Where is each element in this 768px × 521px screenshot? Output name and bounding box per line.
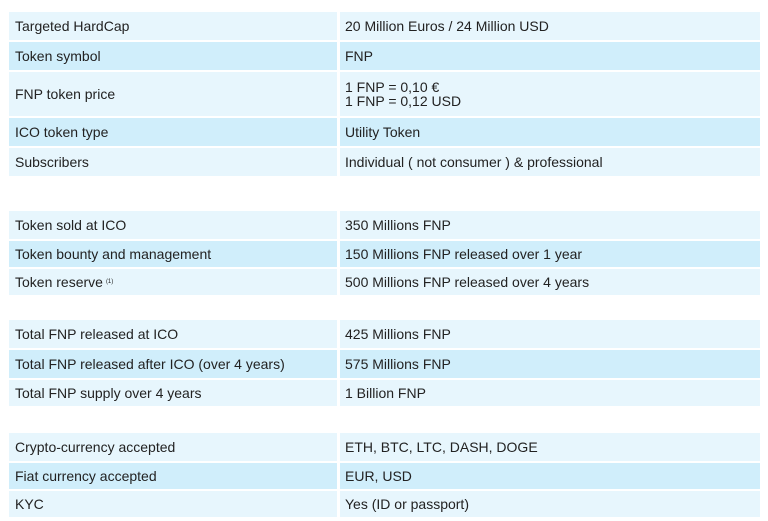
row-value: 1 Billion FNP — [340, 380, 760, 406]
row-label: Token symbol — [9, 42, 337, 70]
row-value: 500 Millions FNP released over 4 years — [340, 269, 760, 295]
row-label: Total FNP released after ICO (over 4 yea… — [9, 350, 337, 378]
table-row: Token symbol FNP — [9, 42, 760, 70]
row-label: Targeted HardCap — [9, 12, 337, 40]
table-row: Subscribers Individual ( not consumer ) … — [9, 148, 760, 176]
row-label: Total FNP supply over 4 years — [9, 380, 337, 406]
row-label: Subscribers — [9, 148, 337, 176]
table-row: KYC Yes (ID or passport) — [9, 491, 760, 517]
table-row: ICO token type Utility Token — [9, 118, 760, 146]
row-value: Utility Token — [340, 118, 760, 146]
footnote-marker: (1) — [105, 278, 114, 285]
table-row: Total FNP released after ICO (over 4 yea… — [9, 350, 760, 378]
price-line-eur: 1 FNP = 0,10 € — [345, 79, 440, 95]
price-line-usd: 1 FNP = 0,12 USD — [345, 93, 462, 109]
row-label: ICO token type — [9, 118, 337, 146]
row-value: 425 Millions FNP — [340, 320, 760, 348]
table-row: Fiat currency accepted EUR, USD — [9, 463, 760, 489]
row-label: KYC — [9, 491, 337, 517]
table-row: Token sold at ICO 350 Millions FNP — [9, 211, 760, 239]
row-value: Yes (ID or passport) — [340, 491, 760, 517]
row-label: FNP token price — [9, 72, 337, 116]
row-label: Token sold at ICO — [9, 211, 337, 239]
row-value: Individual ( not consumer ) & profession… — [340, 148, 760, 176]
row-label: Crypto-currency accepted — [9, 433, 337, 461]
table-row: Total FNP supply over 4 years 1 Billion … — [9, 380, 760, 406]
table-row: Token bounty and management 150 Millions… — [9, 241, 760, 267]
table-row: FNP token price 1 FNP = 0,10 € 1 FNP = 0… — [9, 72, 760, 116]
row-value: EUR, USD — [340, 463, 760, 489]
row-value: FNP — [340, 42, 760, 70]
row-value: 150 Millions FNP released over 1 year — [340, 241, 760, 267]
row-label: Token reserve — [15, 273, 103, 290]
table-row: Crypto-currency accepted ETH, BTC, LTC, … — [9, 433, 760, 461]
table-row: Targeted HardCap 20 Million Euros / 24 M… — [9, 12, 760, 40]
row-value: 350 Millions FNP — [340, 211, 760, 239]
row-value: 575 Millions FNP — [340, 350, 760, 378]
row-label: Total FNP released at ICO — [9, 320, 337, 348]
row-value: 20 Million Euros / 24 Million USD — [340, 12, 760, 40]
row-value: ETH, BTC, LTC, DASH, DOGE — [340, 433, 760, 461]
row-label: Token bounty and management — [9, 241, 337, 267]
row-value: 1 FNP = 0,10 € 1 FNP = 0,12 USD — [340, 72, 760, 116]
row-label-with-note: Token reserve (1) — [9, 269, 337, 295]
table-row: Total FNP released at ICO 425 Millions F… — [9, 320, 760, 348]
table-row: Token reserve (1) 500 Millions FNP releas… — [9, 269, 760, 295]
row-label: Fiat currency accepted — [9, 463, 337, 489]
